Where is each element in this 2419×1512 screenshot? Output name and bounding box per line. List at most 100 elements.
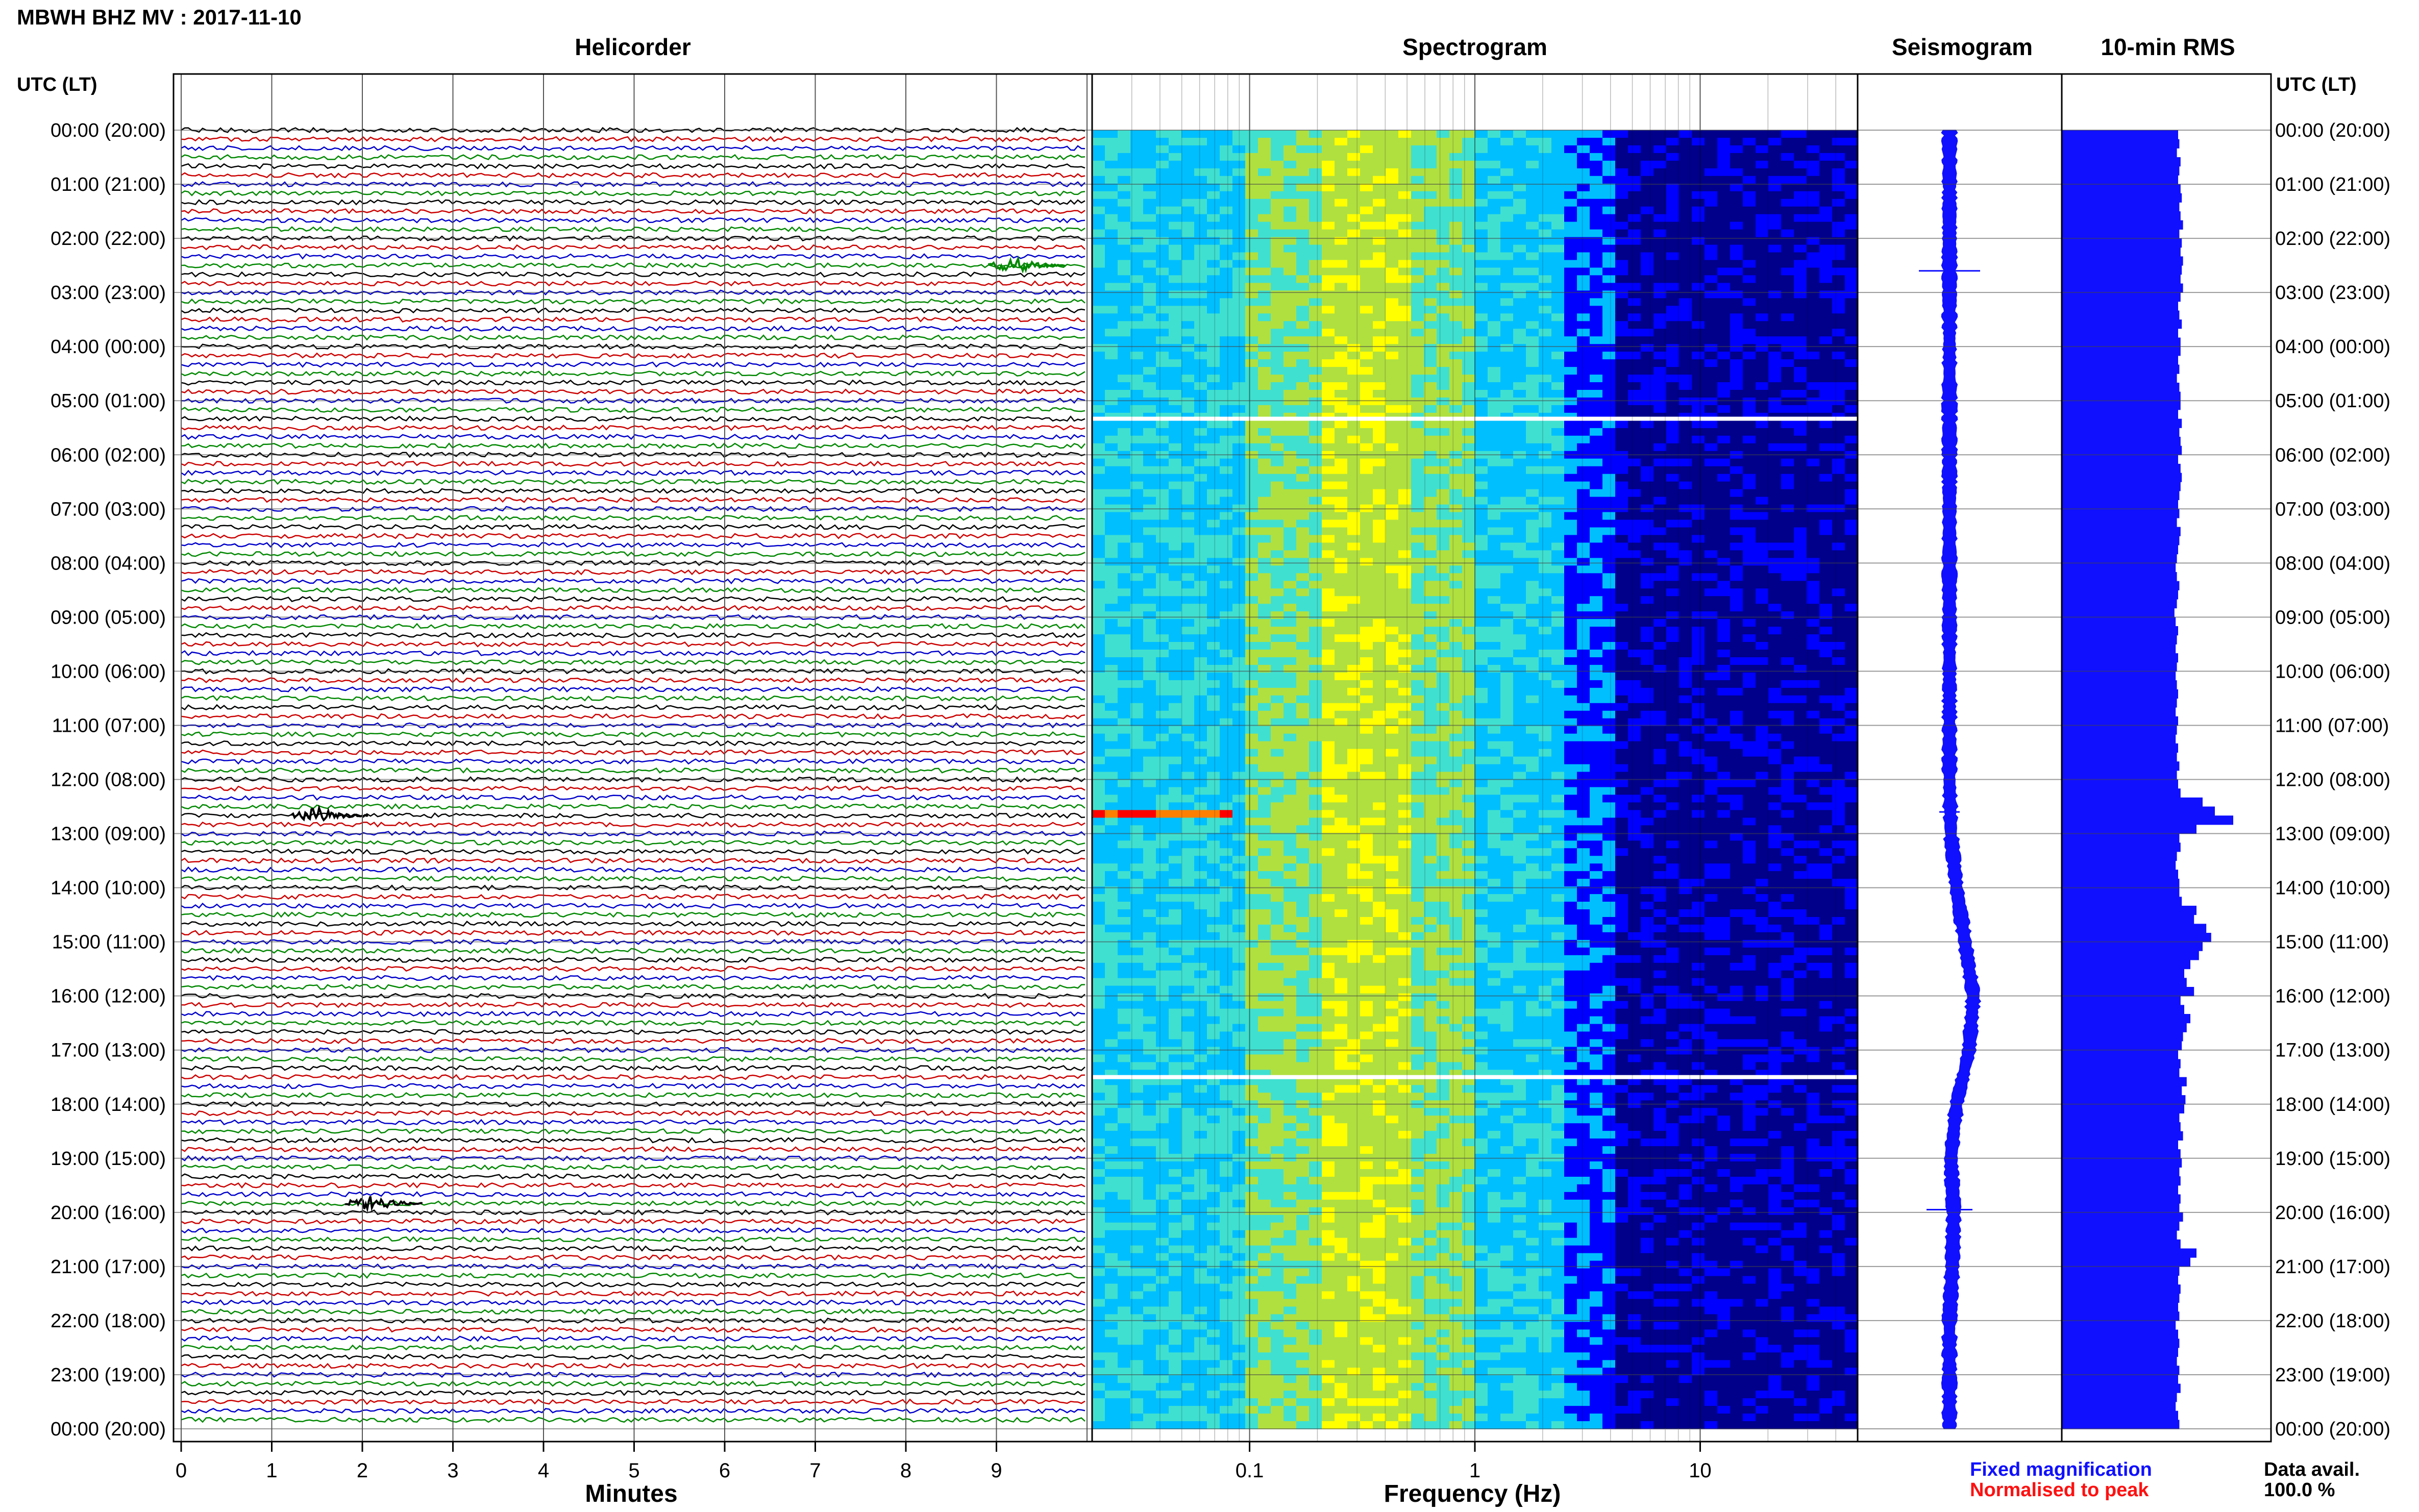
spectrogram-cell [1602,214,1616,222]
spectrogram-cell [1717,565,1731,574]
spectrogram-cell [1615,199,1628,207]
spectrogram-cell [1411,604,1424,612]
spectrogram-title: Spectrogram [1402,34,1547,60]
spectrogram-cell [1819,398,1833,406]
spectrogram-cell [1169,283,1182,291]
spectrogram-cell [1283,604,1297,612]
spectrogram-cell [1756,206,1769,215]
spectrogram-cell [1322,199,1335,207]
spectrogram-cell [1092,321,1105,329]
spectrogram-cell [1335,352,1348,360]
spectrogram-cell [1181,687,1195,696]
spectrogram-cell [1539,398,1552,406]
spectrogram-cell [1386,718,1399,727]
spectrogram-cell [1411,367,1424,375]
spectrogram-cell [1807,558,1820,566]
spectrogram-cell [1296,390,1310,398]
spectrogram-cell [1373,420,1386,429]
spectrogram-cell [1705,138,1718,146]
spectrogram-cell [1143,489,1156,498]
spectrogram-cell [1641,260,1654,268]
spectrogram-cell [1743,565,1756,574]
spectrogram-cell [1309,558,1322,566]
spectrogram-cell [1232,474,1246,482]
spectrogram-cell [1373,390,1386,398]
spectrogram-cell [1156,489,1169,498]
spectrogram-cell [1590,519,1603,528]
spectrogram-cell [1220,206,1233,215]
spectrogram-cell [1437,435,1450,444]
spectrogram-cell [1360,672,1373,681]
spectrogram-cell [1271,474,1284,482]
spectrogram-cell [1322,306,1335,314]
spectrogram-cell [1564,229,1577,238]
spectrogram-cell [1398,367,1412,375]
spectrogram-cell [1500,535,1514,543]
spectrogram-cell [1641,489,1654,498]
spectrogram-cell [1768,710,1782,719]
spectrogram-cell [1169,329,1182,337]
spectrogram-cell [1526,443,1539,452]
spectrogram-cell [1232,710,1246,719]
spectrogram-cell [1615,176,1628,184]
spectrogram-cell [1832,244,1845,253]
spectrogram-cell [1449,519,1463,528]
spectrogram-cell [1513,352,1526,360]
spectrogram-cell [1832,497,1845,505]
spectrogram-cell [1679,405,1692,413]
spectrogram-cell [1220,489,1233,498]
spectrogram-cell [1666,336,1680,344]
spectrogram-cell [1309,573,1322,581]
spectrogram-cell [1092,191,1105,200]
spectrogram-cell [1271,657,1284,665]
spectrogram-cell [1705,718,1718,727]
spectrogram-cell [1296,352,1310,360]
spectrogram-cell [1143,352,1156,360]
spectrogram-cell [1717,229,1731,238]
spectrogram-cell [1169,474,1182,482]
spectrogram-cell [1245,191,1258,200]
spectrogram-cell [1666,573,1680,581]
spectrogram-cell [1258,191,1271,200]
spectrogram-cell [1717,306,1731,314]
spectrogram-cell [1794,352,1807,360]
spectrogram-cell [1781,458,1794,467]
spectrogram-cell [1475,527,1488,536]
spectrogram-cell [1437,726,1450,734]
spectrogram-cell [1513,695,1526,704]
spectrogram-cell [1309,435,1322,444]
spectrogram-cell [1283,352,1297,360]
spectrogram-cell [1296,138,1310,146]
spectrogram-cell [1462,695,1475,704]
spectrogram-cell [1437,695,1450,704]
spectrogram-cell [1398,680,1412,688]
helicorder-trace [181,226,1085,233]
spectrogram-cell [1398,352,1412,360]
spectrogram-cell [1271,695,1284,704]
spectrogram-cell [1347,535,1361,543]
spectrogram-cell [1615,260,1628,268]
spectrogram-cell [1513,145,1526,154]
spectrogram-cell [1602,405,1616,413]
spectrogram-cell [1832,680,1845,688]
spectrogram-cell [1781,710,1794,719]
spectrogram-cell [1756,650,1769,658]
spectrogram-cell [1628,588,1641,597]
spectrogram-cell [1564,191,1577,200]
spectrogram-cell [1258,375,1271,383]
spectrogram-cell [1653,588,1667,597]
spectrogram-cell [1258,710,1271,719]
spectrogram-cell [1832,375,1845,383]
spectrogram-cell [1322,336,1335,344]
spectrogram-cell [1398,657,1412,665]
spectrogram-cell [1169,352,1182,360]
spectrogram-cell [1743,611,1756,619]
spectrogram-cell [1679,344,1692,352]
spectrogram-cell [1322,558,1335,566]
spectrogram-cell [1590,474,1603,482]
spectrogram-cell [1641,206,1654,215]
spectrogram-cell [1373,283,1386,291]
spectrogram-cell [1577,634,1590,642]
spectrogram-cell [1539,489,1552,498]
spectrogram-cell [1232,718,1246,727]
